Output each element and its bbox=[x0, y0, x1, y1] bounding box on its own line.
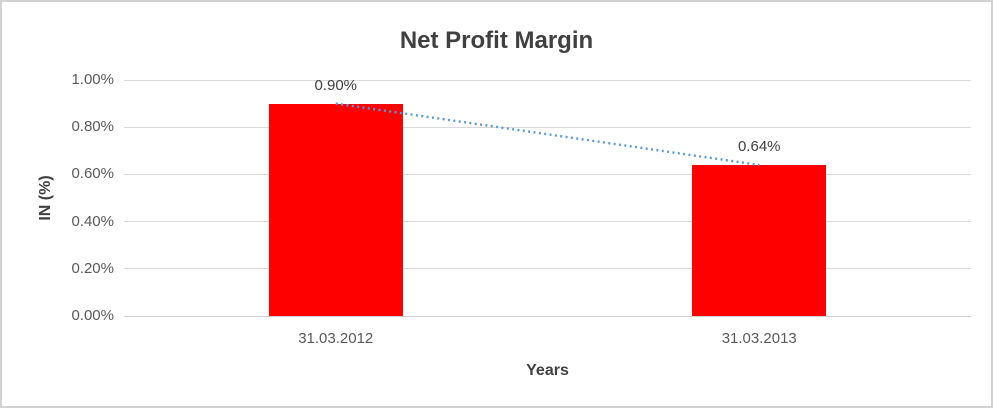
bar bbox=[692, 164, 827, 316]
gridline bbox=[124, 79, 971, 81]
data-label: 0.90% bbox=[314, 76, 358, 94]
chart-title: Net Profit Margin bbox=[399, 27, 594, 54]
x-axis-title: Years bbox=[526, 362, 569, 379]
y-tick-label: 0.20% bbox=[71, 259, 114, 277]
y-tick-label: 0.80% bbox=[71, 118, 114, 136]
x-tick-label: 31.03.2012 bbox=[298, 330, 374, 347]
trendline bbox=[335, 102, 760, 167]
gridline bbox=[124, 221, 971, 223]
gridline bbox=[124, 173, 971, 175]
bar bbox=[268, 103, 403, 316]
gridline bbox=[124, 268, 971, 270]
y-tick-label: 0.60% bbox=[71, 165, 114, 183]
gridline bbox=[124, 126, 971, 128]
gridline bbox=[124, 315, 971, 317]
y-tick-label: 0.00% bbox=[71, 307, 114, 324]
x-tick-label: 31.03.2013 bbox=[721, 330, 797, 347]
y-tick-label: 0.40% bbox=[71, 212, 114, 230]
trendline-layer bbox=[335, 102, 760, 167]
data-label: 0.64% bbox=[737, 137, 781, 155]
y-tick-label: 1.00% bbox=[71, 71, 114, 88]
